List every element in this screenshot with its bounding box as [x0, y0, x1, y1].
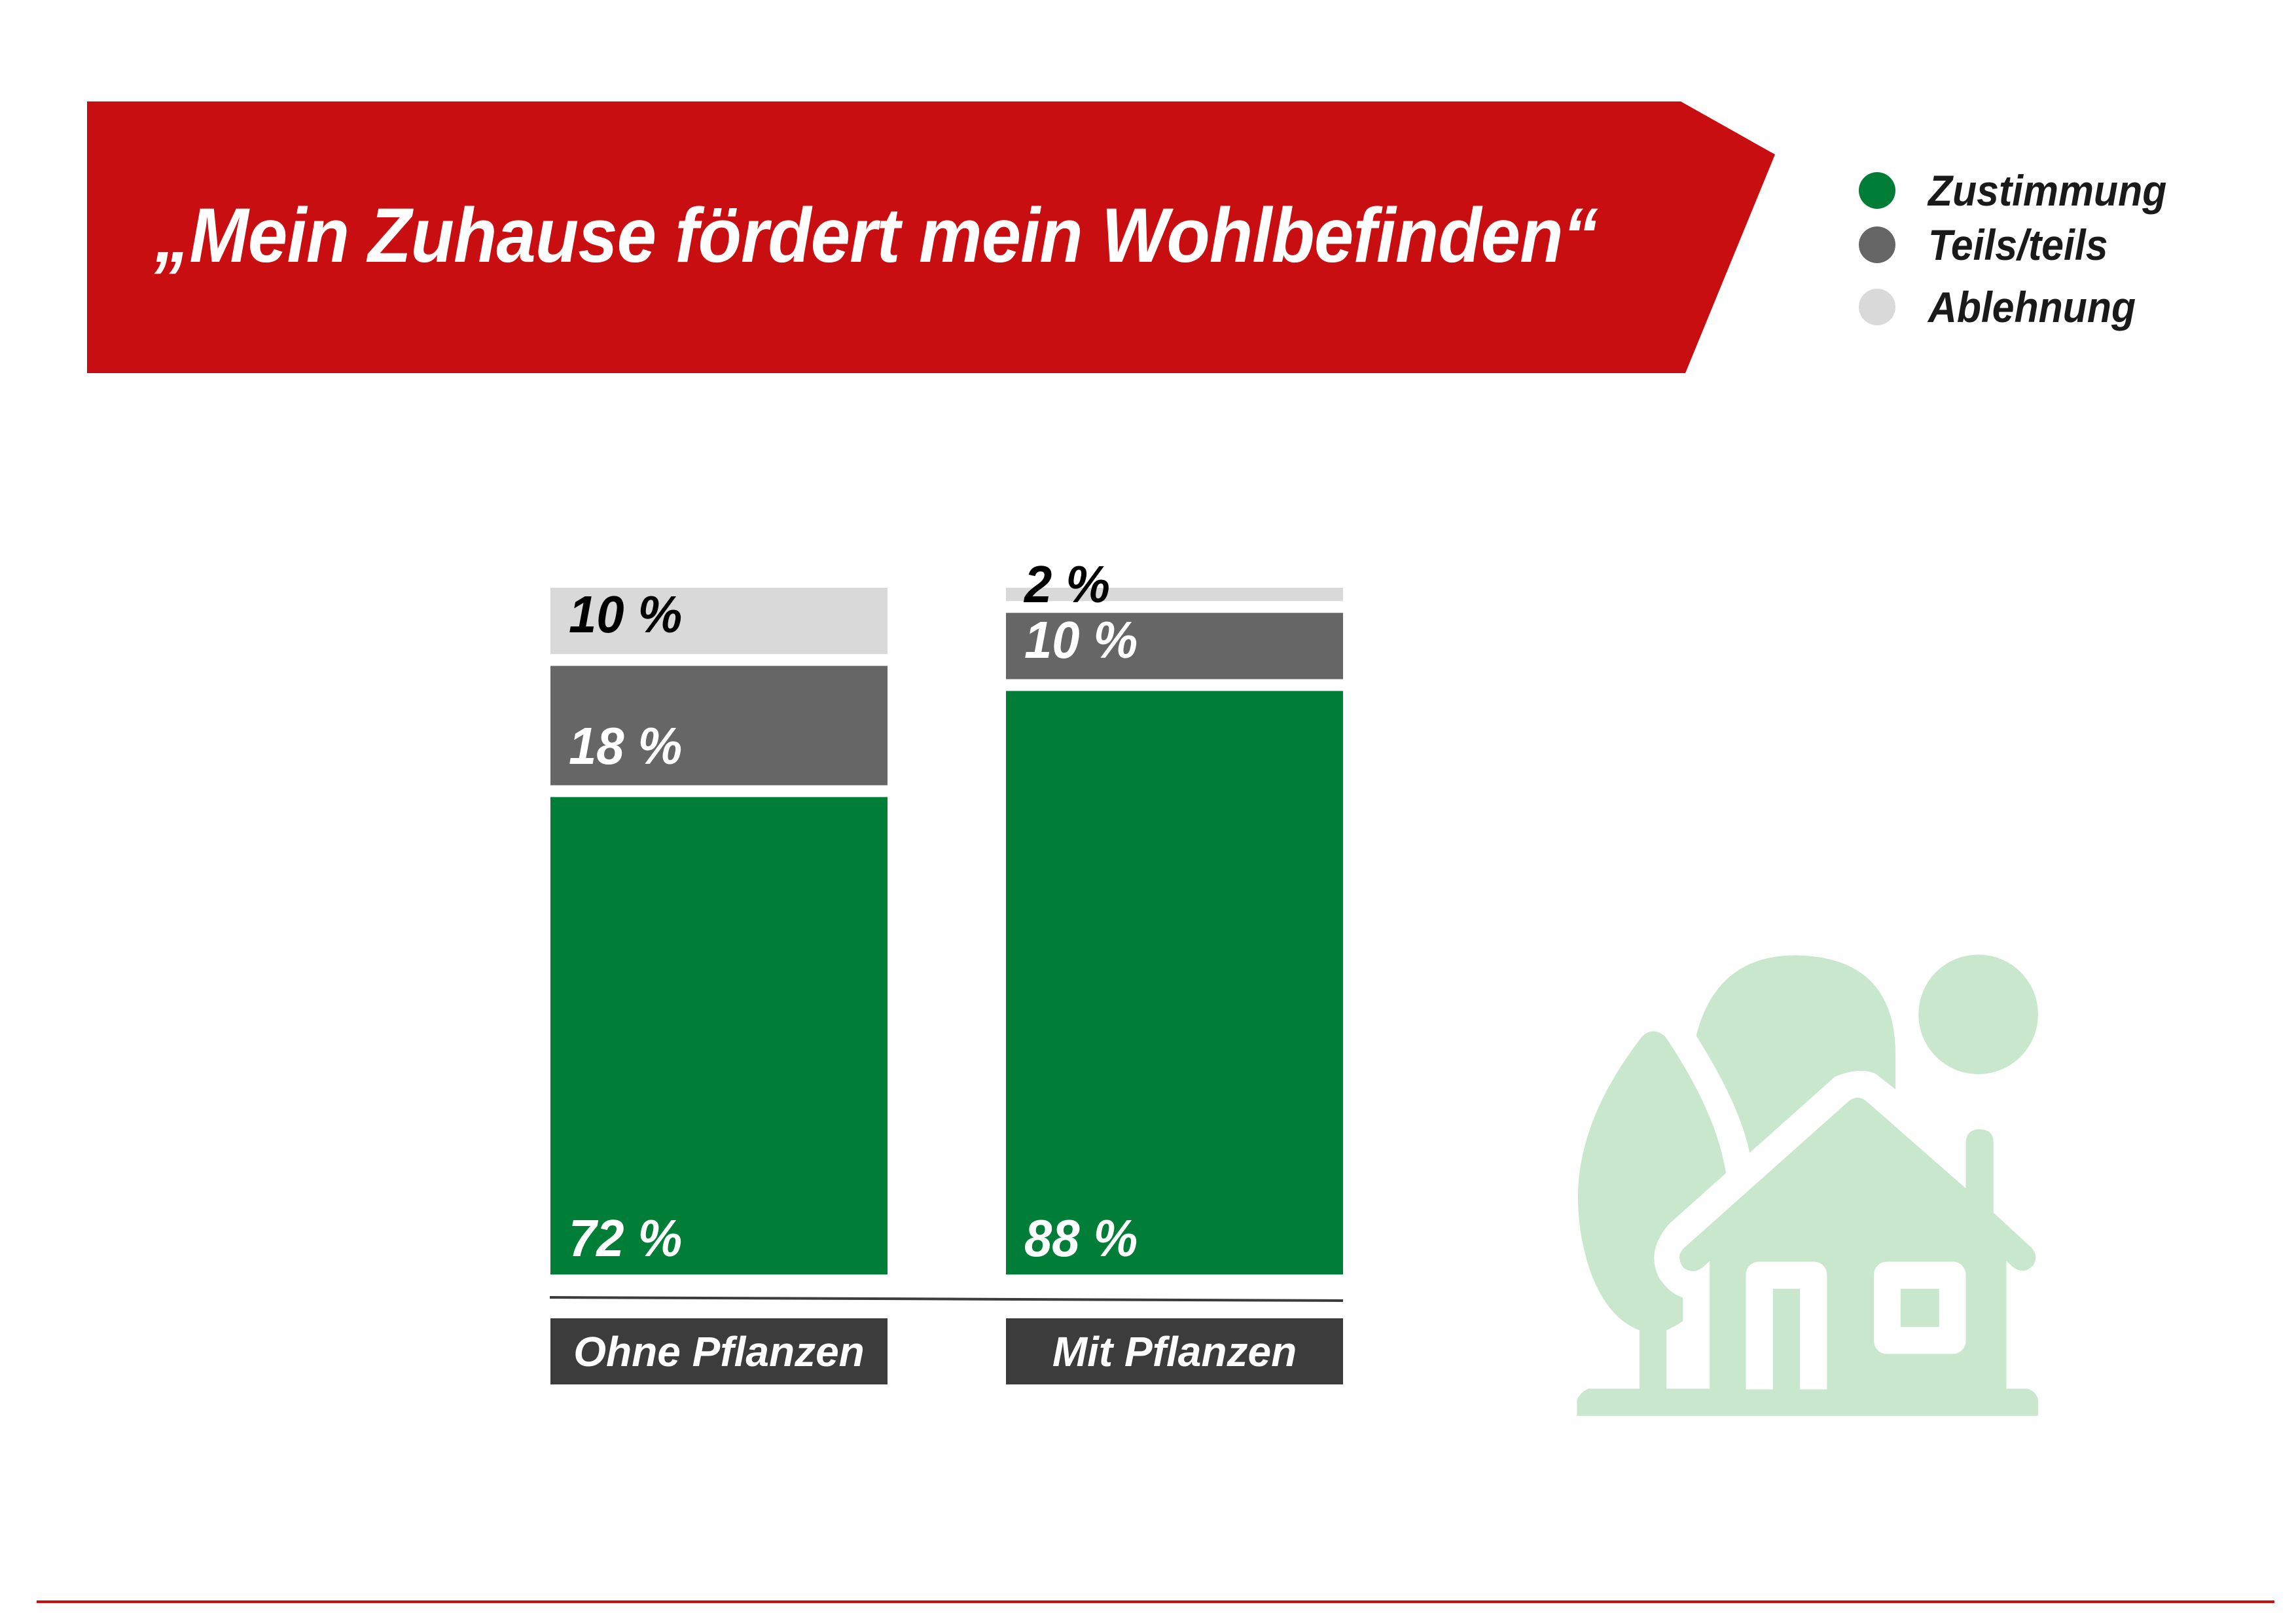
- footer-divider: [37, 1600, 2274, 1603]
- legend-item-teils: Teils/teils: [1859, 220, 2123, 270]
- data-label: 18 %: [569, 716, 683, 775]
- bar-segment-teils-teils: [1006, 613, 1343, 679]
- bar-segment-zustimmung: [550, 797, 888, 1274]
- legend-dot-icon: [1859, 172, 1895, 209]
- legend-label: Teils/teils: [1928, 221, 2108, 269]
- house-with-trees-and-sun-icon: [1577, 954, 2038, 1416]
- data-label: 10 %: [1024, 610, 1138, 669]
- data-label: 88 %: [1024, 1209, 1138, 1267]
- data-label: 2 %: [1024, 555, 1110, 613]
- data-label: 72 %: [569, 1209, 683, 1267]
- legend-item-ablehnung: Ablehnung: [1859, 282, 2154, 332]
- legend-dot-icon: [1859, 289, 1895, 325]
- chart-title: „Mein Zuhause fördert mein Wohlbefinden“: [154, 192, 1598, 279]
- bar-segment-zustimmung: [1006, 691, 1343, 1274]
- legend-label: Zustimmung: [1928, 166, 2167, 215]
- category-label-mit-pflanzen: Mit Pflanzen: [1006, 1318, 1343, 1384]
- data-label: 10 %: [569, 585, 683, 644]
- bar-segment-ablehnung: [550, 588, 888, 655]
- x-axis-line: [549, 1296, 1344, 1302]
- bar-segment-ablehnung: [1006, 588, 1343, 602]
- bar-segment-teils-teils: [550, 666, 888, 785]
- title-banner: [87, 101, 1775, 373]
- category-label-ohne-pflanzen: Ohne Pflanzen: [550, 1318, 888, 1384]
- legend-item-zustimmung: Zustimmung: [1859, 166, 2187, 215]
- legend-label: Ablehnung: [1928, 283, 2136, 331]
- legend-dot-icon: [1859, 226, 1895, 263]
